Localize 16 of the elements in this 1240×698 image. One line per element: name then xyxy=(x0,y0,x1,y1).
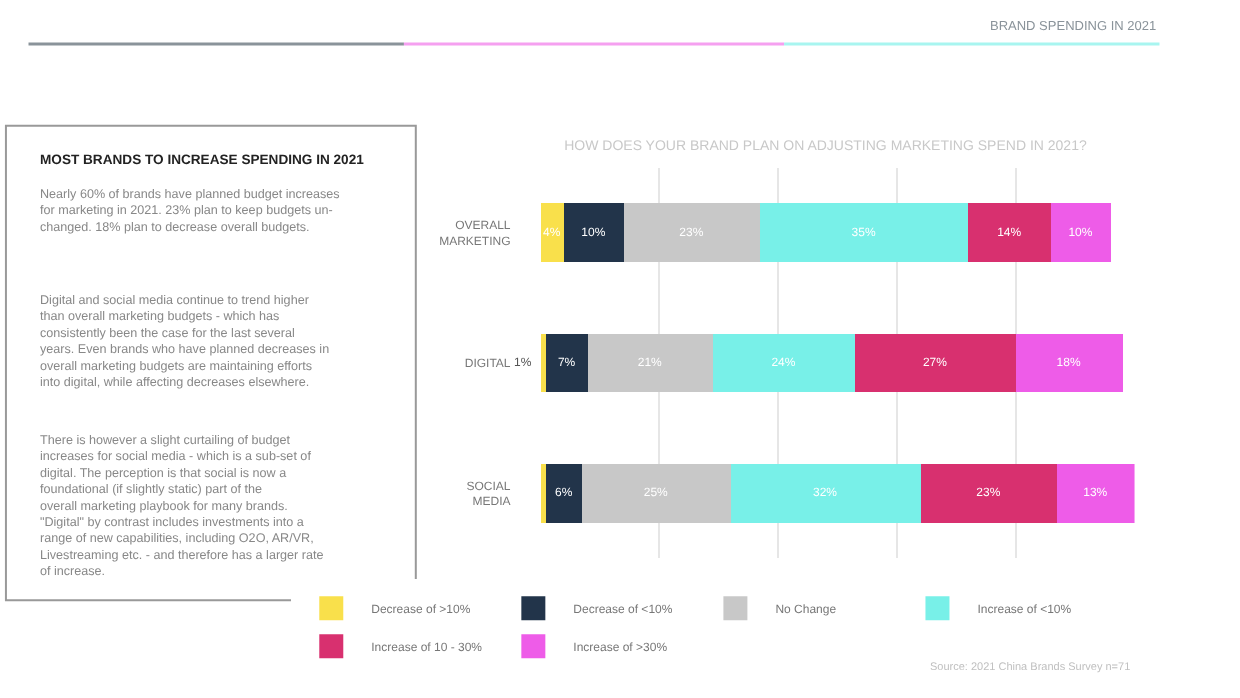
bar xyxy=(588,333,713,393)
bar xyxy=(623,203,761,262)
bar xyxy=(1057,463,1135,523)
bar xyxy=(730,463,921,523)
bar xyxy=(546,463,583,523)
bar xyxy=(760,203,969,262)
bar xyxy=(540,203,565,262)
bar xyxy=(712,333,856,393)
bar xyxy=(1051,203,1111,262)
bar xyxy=(1015,333,1123,393)
bar xyxy=(582,463,731,523)
bar xyxy=(546,333,589,393)
bar xyxy=(855,333,1016,393)
bar xyxy=(968,203,1052,262)
bar xyxy=(564,203,624,262)
bar xyxy=(920,463,1058,523)
